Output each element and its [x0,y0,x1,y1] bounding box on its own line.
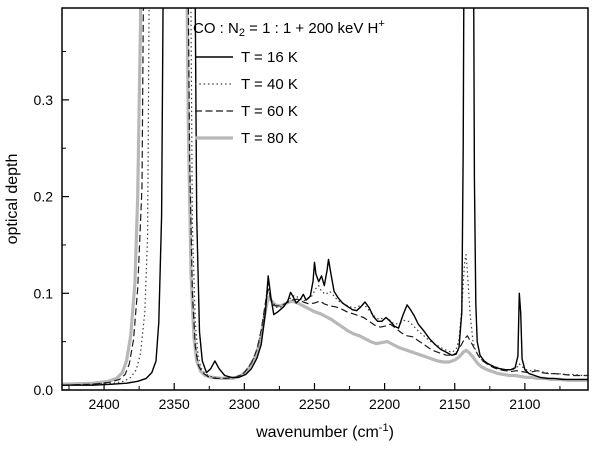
legend-label: T = 16 K [241,49,298,66]
legend-label: T = 60 K [241,103,298,120]
x-tick-label: 2300 [229,396,260,412]
x-tick-label: 2200 [369,396,400,412]
series-line-16K [62,8,588,386]
x-axis-label: wavenumber (cm-1) [255,422,394,441]
y-tick-label: 0.3 [34,92,54,108]
series-group [62,8,588,386]
legend-label: T = 40 K [241,76,298,93]
x-tick-label: 2150 [439,396,470,412]
x-tick-label: 2100 [509,396,540,412]
series-line-60K [62,8,588,386]
legend-title: CO : N2 = 1 : 1 + 200 keV H+ [193,18,385,39]
legend-label: T = 80 K [241,130,298,147]
y-tick-label: 0.0 [34,382,54,398]
series-line-80K [62,8,588,386]
axis-ticks: 2400 2350 2300 2250 2200 2150 2100 0.0 0.1 0.2 0.3 [34,51,561,412]
plot-border [61,7,589,391]
legend: CO : N2 = 1 : 1 + 200 keV H+ T = 16 K T = … [193,18,385,147]
x-tick-label: 2400 [89,396,120,412]
y-axis-label: optical depth [4,154,21,245]
x-tick-label: 2250 [299,396,330,412]
x-tick-label: 2350 [159,396,190,412]
y-tick-label: 0.2 [34,189,54,205]
y-tick-label: 0.1 [34,285,54,301]
